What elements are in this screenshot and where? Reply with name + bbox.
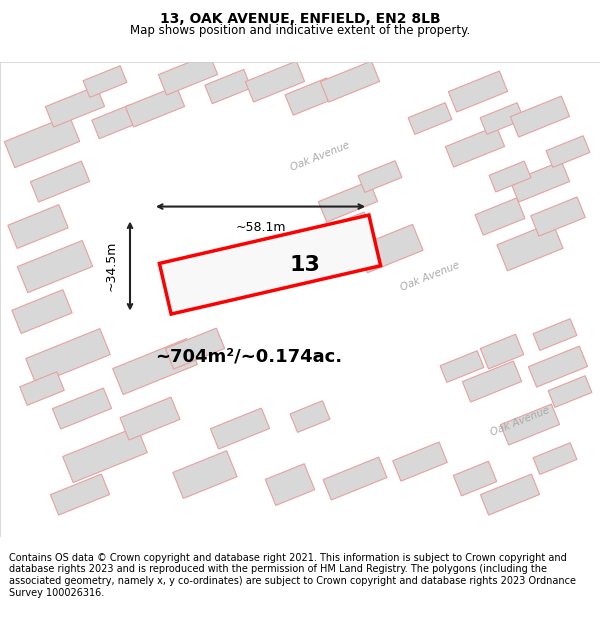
Polygon shape bbox=[285, 78, 335, 115]
Text: ~34.5m: ~34.5m bbox=[105, 241, 118, 291]
Polygon shape bbox=[475, 198, 525, 235]
Polygon shape bbox=[46, 86, 104, 127]
Polygon shape bbox=[480, 334, 524, 369]
Polygon shape bbox=[92, 104, 138, 139]
Polygon shape bbox=[323, 457, 387, 500]
Polygon shape bbox=[448, 71, 508, 112]
Polygon shape bbox=[358, 161, 402, 192]
Polygon shape bbox=[319, 181, 377, 222]
Polygon shape bbox=[265, 464, 315, 506]
Polygon shape bbox=[113, 339, 197, 394]
Polygon shape bbox=[480, 102, 524, 134]
Polygon shape bbox=[211, 408, 269, 449]
Polygon shape bbox=[440, 351, 484, 382]
Polygon shape bbox=[51, 272, 600, 581]
Polygon shape bbox=[445, 126, 505, 167]
Polygon shape bbox=[317, 212, 373, 251]
Polygon shape bbox=[453, 461, 497, 496]
Polygon shape bbox=[26, 329, 110, 384]
Polygon shape bbox=[529, 346, 587, 387]
Text: ~58.1m: ~58.1m bbox=[235, 221, 286, 234]
Text: ~704m²/~0.174ac.: ~704m²/~0.174ac. bbox=[155, 348, 342, 366]
Polygon shape bbox=[120, 397, 180, 440]
Text: Oak Avenue: Oak Avenue bbox=[399, 260, 461, 293]
Text: 13: 13 bbox=[290, 254, 320, 274]
Text: Oak Avenue: Oak Avenue bbox=[289, 140, 351, 173]
Polygon shape bbox=[4, 116, 80, 168]
Polygon shape bbox=[20, 372, 64, 406]
Polygon shape bbox=[463, 361, 521, 402]
Text: 13, OAK AVENUE, ENFIELD, EN2 8LB: 13, OAK AVENUE, ENFIELD, EN2 8LB bbox=[160, 12, 440, 26]
Polygon shape bbox=[533, 319, 577, 351]
Polygon shape bbox=[357, 224, 423, 272]
Polygon shape bbox=[290, 401, 330, 432]
Polygon shape bbox=[530, 197, 586, 236]
Text: Oak Avenue: Oak Avenue bbox=[489, 405, 551, 438]
Polygon shape bbox=[8, 204, 68, 249]
Polygon shape bbox=[83, 66, 127, 98]
Polygon shape bbox=[548, 376, 592, 408]
Polygon shape bbox=[408, 102, 452, 134]
Polygon shape bbox=[320, 61, 380, 102]
Polygon shape bbox=[533, 442, 577, 474]
Polygon shape bbox=[245, 61, 305, 102]
Polygon shape bbox=[0, 0, 600, 313]
Text: Map shows position and indicative extent of the property.: Map shows position and indicative extent… bbox=[130, 24, 470, 36]
Polygon shape bbox=[392, 442, 448, 481]
Polygon shape bbox=[173, 451, 237, 498]
Polygon shape bbox=[546, 136, 590, 168]
Polygon shape bbox=[125, 165, 600, 478]
Polygon shape bbox=[62, 427, 148, 483]
Text: Contains OS data © Crown copyright and database right 2021. This information is : Contains OS data © Crown copyright and d… bbox=[9, 552, 576, 598]
Polygon shape bbox=[205, 69, 251, 104]
Polygon shape bbox=[12, 289, 72, 334]
Polygon shape bbox=[50, 474, 110, 515]
Polygon shape bbox=[158, 54, 218, 95]
Polygon shape bbox=[160, 215, 380, 314]
Polygon shape bbox=[31, 161, 89, 202]
Polygon shape bbox=[511, 96, 569, 137]
Polygon shape bbox=[52, 388, 112, 429]
Polygon shape bbox=[481, 474, 539, 515]
Polygon shape bbox=[17, 241, 92, 292]
Polygon shape bbox=[500, 404, 560, 445]
Polygon shape bbox=[489, 161, 531, 192]
Polygon shape bbox=[511, 161, 569, 202]
Polygon shape bbox=[125, 86, 185, 127]
Polygon shape bbox=[166, 328, 224, 369]
Polygon shape bbox=[497, 222, 563, 271]
